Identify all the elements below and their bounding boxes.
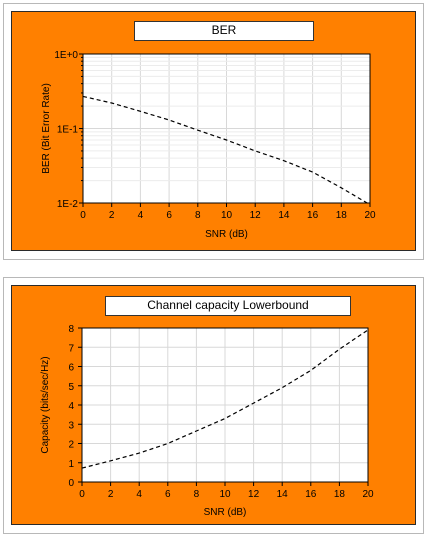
capacity-x-tick-label: 10: [219, 489, 231, 500]
ber-x-tick-label: 10: [221, 210, 233, 221]
ber-y-tick-label: 1E+0: [54, 50, 78, 61]
ber-x-tick-label: 20: [364, 210, 376, 221]
capacity-y-tick-label: 4: [68, 401, 74, 412]
ber-y-tick-label: 1E-2: [57, 199, 79, 210]
capacity-x-axis-label: SNR (dB): [204, 507, 247, 518]
capacity-chart-title: Channel capacity Lowerbound: [105, 296, 351, 316]
ber-x-tick-label: 18: [336, 210, 348, 221]
ber-x-tick-label: 12: [250, 210, 262, 221]
capacity-plot-border: [81, 327, 369, 483]
capacity-x-tick-label: 0: [79, 489, 85, 500]
ber-y-tick-label: 1E-1: [57, 125, 79, 136]
capacity-x-tick-label: 16: [305, 489, 317, 500]
capacity-x-tick-label: 12: [248, 489, 260, 500]
capacity-x-tick-label: 8: [194, 489, 200, 500]
ber-x-axis-label: SNR (dB): [205, 229, 248, 240]
capacity-x-tick-label: 14: [277, 489, 289, 500]
ber-x-tick-label: 4: [138, 210, 144, 221]
capacity-y-axis-label: Capacity (bits/sec/Hz): [40, 356, 51, 453]
capacity-y-tick-label: 8: [68, 324, 74, 335]
capacity-x-tick-label: 4: [136, 489, 142, 500]
ber-x-tick-label: 14: [278, 210, 290, 221]
capacity-x-tick-label: 18: [334, 489, 346, 500]
ber-y-axis-label: BER (Bit Error Rate): [41, 83, 52, 174]
capacity-series-line: [81, 329, 369, 469]
ber-series-line: [82, 95, 371, 206]
capacity-y-tick-label: 3: [68, 420, 74, 431]
ber-plot-border: [82, 53, 371, 204]
ber-x-tick-label: 8: [195, 210, 201, 221]
ber-x-tick-label: 6: [166, 210, 172, 221]
capacity-y-tick-label: 2: [68, 440, 74, 451]
ber-x-tick-label: 2: [109, 210, 115, 221]
capacity-y-tick-label: 6: [68, 363, 74, 374]
capacity-x-tick-label: 6: [165, 489, 171, 500]
ber-x-tick-label: 0: [80, 210, 86, 221]
capacity-y-tick-label: 1: [68, 459, 74, 470]
capacity-y-tick-label: 7: [68, 343, 74, 354]
ber-x-tick-label: 16: [307, 210, 319, 221]
capacity-x-tick-label: 20: [362, 489, 374, 500]
capacity-y-tick-label: 5: [68, 382, 74, 393]
capacity-x-tick-label: 2: [108, 489, 114, 500]
capacity-y-tick-label: 0: [68, 478, 74, 489]
ber-chart-title: BER: [134, 21, 314, 41]
